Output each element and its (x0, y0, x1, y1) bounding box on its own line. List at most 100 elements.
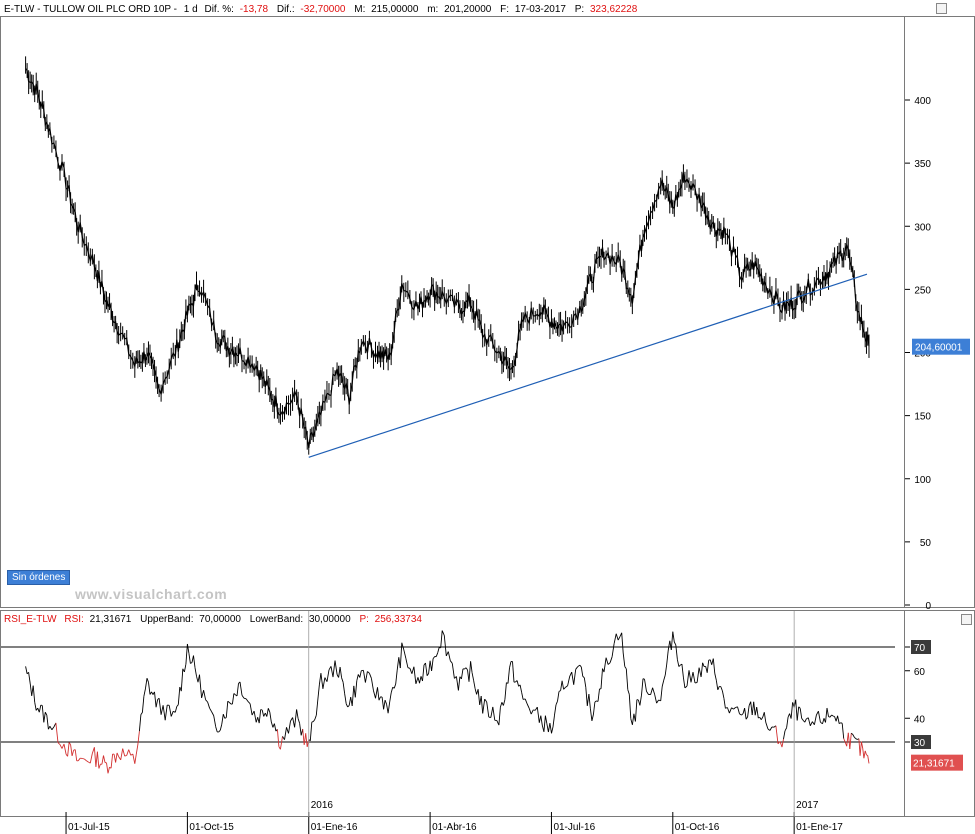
rsi-y-axis: 40 60 70 30 21,31671 (905, 640, 963, 771)
price-tick-label: 250 (914, 285, 931, 296)
rsi-segment (219, 723, 223, 731)
rsi-segment (482, 699, 486, 714)
rsi-segment (399, 642, 403, 669)
rsi-segment (177, 686, 181, 705)
rsi-segment (103, 755, 106, 763)
rsi-segment (484, 698, 488, 703)
rsi-segment (615, 633, 619, 641)
rsi-segment (498, 707, 501, 726)
rsi-segment (255, 717, 259, 723)
rsi-segment (82, 757, 85, 760)
price-panel-close-icon[interactable] (936, 3, 947, 14)
rsi-segment (838, 722, 841, 724)
rsi-segment (258, 709, 262, 724)
rsi-segment (673, 641, 677, 646)
rsi-segment (194, 667, 197, 677)
rsi-segment (504, 682, 507, 700)
rsi-segment (347, 705, 350, 708)
rsi-segment (731, 707, 734, 710)
rsi-segment (381, 697, 385, 710)
rsi-segment (522, 698, 526, 700)
rsi-segment (419, 676, 422, 684)
rsi-segment (449, 660, 453, 664)
rsi-segment (243, 697, 247, 700)
rsi-segment (624, 666, 627, 670)
rsi-segment (664, 664, 668, 676)
rsi-segment (667, 640, 671, 651)
rsi-segment (185, 643, 188, 665)
rsi-label: RSI: (64, 614, 83, 625)
rsi-segment (367, 671, 370, 674)
rsi-segment (409, 668, 413, 674)
rsi-segment (486, 701, 490, 718)
min-value: 201,20000 (444, 4, 492, 15)
rsi-segment (46, 715, 49, 730)
rsi-series (1, 630, 895, 774)
rsi-segment (330, 666, 334, 678)
rsi-segment (675, 644, 678, 660)
rsi-segment (261, 709, 265, 717)
rsi-segment (344, 693, 347, 704)
rsi-segment (763, 712, 767, 723)
rsi-segment (158, 698, 162, 715)
price-tick-label: 300 (914, 222, 931, 233)
rsi-segment (288, 721, 291, 734)
rsi-segment (790, 702, 794, 719)
rsi-segment (720, 686, 723, 692)
rsi-segment (613, 633, 617, 644)
rsi-segment (435, 652, 439, 657)
rsi-segment (348, 697, 352, 706)
rsi-segment (775, 725, 779, 744)
rsi-segment (723, 698, 726, 709)
rsi-name: RSI_E-TLW (4, 614, 57, 625)
rsi-segment (571, 672, 575, 685)
max-label: M: (354, 4, 365, 15)
rsi-segment (236, 683, 239, 697)
rsi-segment (101, 755, 104, 765)
rsi-segment (855, 738, 858, 740)
rsi-lower-band-label: 30 (914, 738, 926, 749)
rsi-segment (284, 727, 287, 740)
rsi-segment (521, 692, 524, 700)
p-value: 323,62228 (590, 4, 638, 15)
rsi-segment (168, 705, 172, 717)
rsi-segment (440, 630, 443, 648)
rsi-segment (577, 664, 581, 668)
rsi-segment (551, 726, 554, 734)
rsi-segment (170, 711, 174, 717)
rsi-segment (389, 692, 392, 702)
rsi-segment (356, 674, 359, 681)
rsi-segment (597, 688, 600, 702)
rsi-segment (269, 712, 272, 722)
rsi-segment (607, 662, 611, 665)
rsi-segment (311, 721, 314, 723)
rsi-segment (544, 715, 548, 724)
rsi-segment (201, 690, 205, 699)
rsi-segment (403, 649, 407, 659)
rsi-segment (733, 707, 736, 710)
rsi-segment (779, 741, 783, 748)
rsi-panel-close-icon[interactable] (961, 614, 972, 625)
rsi-segment (524, 698, 528, 705)
rsi-segment (499, 702, 503, 708)
rsi-segment (432, 656, 436, 659)
rsi-segment (241, 695, 245, 699)
price-tick-label: 50 (920, 538, 932, 549)
rsi-segment (144, 678, 148, 689)
rsi-segment (229, 702, 232, 705)
rsi-segment (98, 763, 101, 769)
rsi-segment (829, 714, 832, 718)
rsi-segment (25, 666, 28, 674)
rsi-segment (199, 674, 203, 698)
date-x-axis: 01-Jul-15 01-Oct-15 01-Ene-16 01-Abr-16 01-J… (65, 611, 843, 834)
rsi-segment (334, 660, 338, 675)
date-tick-label: 01-Ene-17 (796, 822, 843, 833)
rsi-segment (591, 714, 594, 722)
rsi-segment (585, 687, 588, 706)
rsi-segment (579, 664, 582, 668)
rsi-segment (387, 701, 391, 714)
rsi-value: 21,31671 (90, 614, 132, 625)
rsi-segment (672, 631, 675, 643)
rsi-segment (692, 672, 696, 683)
rsi-segment (621, 632, 624, 654)
